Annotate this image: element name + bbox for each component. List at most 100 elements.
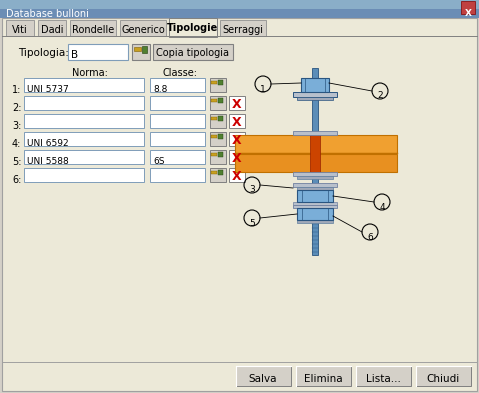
Bar (218, 80, 223, 85)
Bar (24, 96, 144, 110)
Bar (297, 97, 333, 100)
Text: Classe:: Classe: (162, 68, 197, 78)
Bar (211, 117, 217, 120)
Bar (229, 168, 245, 182)
Bar (120, 20, 166, 36)
Bar (218, 134, 223, 139)
Bar (211, 153, 217, 156)
Text: 6S: 6S (153, 156, 164, 165)
Text: 2:: 2: (12, 103, 22, 113)
Text: Generico: Generico (121, 25, 165, 35)
Bar (312, 68, 318, 255)
Text: X: X (232, 152, 242, 165)
Text: 2: 2 (377, 92, 383, 101)
Bar (24, 114, 144, 128)
Bar (218, 170, 223, 175)
Bar (236, 366, 291, 386)
Text: Rondelle: Rondelle (72, 25, 114, 35)
Bar (210, 114, 226, 128)
Bar (220, 20, 266, 36)
Text: Copia tipologia: Copia tipologia (157, 48, 229, 58)
Text: X: X (232, 171, 242, 184)
Bar (218, 116, 223, 121)
Bar (293, 183, 337, 187)
Text: 3: 3 (249, 185, 255, 195)
Bar (293, 172, 337, 176)
Bar (211, 81, 217, 84)
Bar (235, 135, 397, 153)
Bar (218, 152, 223, 157)
Bar (153, 44, 233, 60)
Bar (310, 135, 320, 172)
Bar (296, 366, 351, 386)
Bar (211, 99, 217, 102)
Text: Chiudi: Chiudi (426, 374, 460, 384)
Text: UNI 5588: UNI 5588 (27, 156, 69, 165)
Bar (297, 187, 333, 190)
Bar (134, 47, 141, 51)
Bar (0, 0, 479, 18)
Bar (150, 96, 205, 110)
Bar (218, 98, 223, 103)
Text: Salva: Salva (249, 374, 277, 384)
Text: UNI 6592: UNI 6592 (27, 138, 68, 147)
Bar (24, 132, 144, 146)
Bar (235, 154, 397, 172)
Text: 3:: 3: (12, 121, 22, 131)
Text: Viti: Viti (12, 25, 28, 35)
Bar (229, 150, 245, 164)
Text: Elimina: Elimina (304, 374, 342, 384)
Text: 8.8: 8.8 (153, 84, 167, 94)
Text: Norma:: Norma: (72, 68, 108, 78)
Text: Dadi: Dadi (41, 25, 63, 35)
Bar (38, 20, 66, 36)
Bar (293, 131, 337, 135)
Bar (297, 208, 333, 220)
Bar (210, 150, 226, 164)
Text: 5:: 5: (12, 157, 22, 167)
Bar (297, 190, 333, 202)
Bar (150, 150, 205, 164)
Bar (229, 114, 245, 128)
Bar (210, 96, 226, 110)
Bar (297, 176, 333, 179)
Text: X: X (232, 99, 242, 112)
Text: 5: 5 (249, 219, 255, 228)
Bar (24, 168, 144, 182)
Text: X: X (232, 134, 242, 147)
Bar (293, 92, 337, 97)
Text: UNI 5737: UNI 5737 (27, 84, 69, 94)
Text: Tipologia:: Tipologia: (18, 48, 69, 58)
Text: 6:: 6: (12, 175, 22, 185)
Text: X: X (465, 9, 471, 18)
Bar (68, 44, 128, 60)
Text: 1:: 1: (12, 85, 22, 95)
Bar (169, 18, 217, 37)
Bar (356, 366, 411, 386)
Bar (210, 168, 226, 182)
Bar (132, 44, 150, 60)
Text: 4: 4 (379, 202, 385, 211)
Bar (229, 132, 245, 146)
Bar (416, 366, 471, 386)
Text: Database bulloni: Database bulloni (6, 9, 89, 19)
Text: B: B (71, 50, 78, 60)
Bar (211, 171, 217, 174)
Bar (293, 205, 337, 208)
Text: 6: 6 (367, 233, 373, 242)
Text: Serraggi: Serraggi (223, 25, 263, 35)
Text: Tipologie: Tipologie (167, 23, 218, 33)
Text: 4:: 4: (12, 139, 22, 149)
Bar (229, 96, 245, 110)
Bar (70, 20, 116, 36)
Bar (150, 168, 205, 182)
Bar (461, 1, 475, 14)
Bar (142, 46, 147, 53)
Bar (211, 135, 217, 138)
Bar (210, 132, 226, 146)
Bar (293, 202, 337, 205)
Bar (24, 78, 144, 92)
Bar (150, 78, 205, 92)
Bar (210, 78, 226, 92)
Text: Lista...: Lista... (365, 374, 400, 384)
